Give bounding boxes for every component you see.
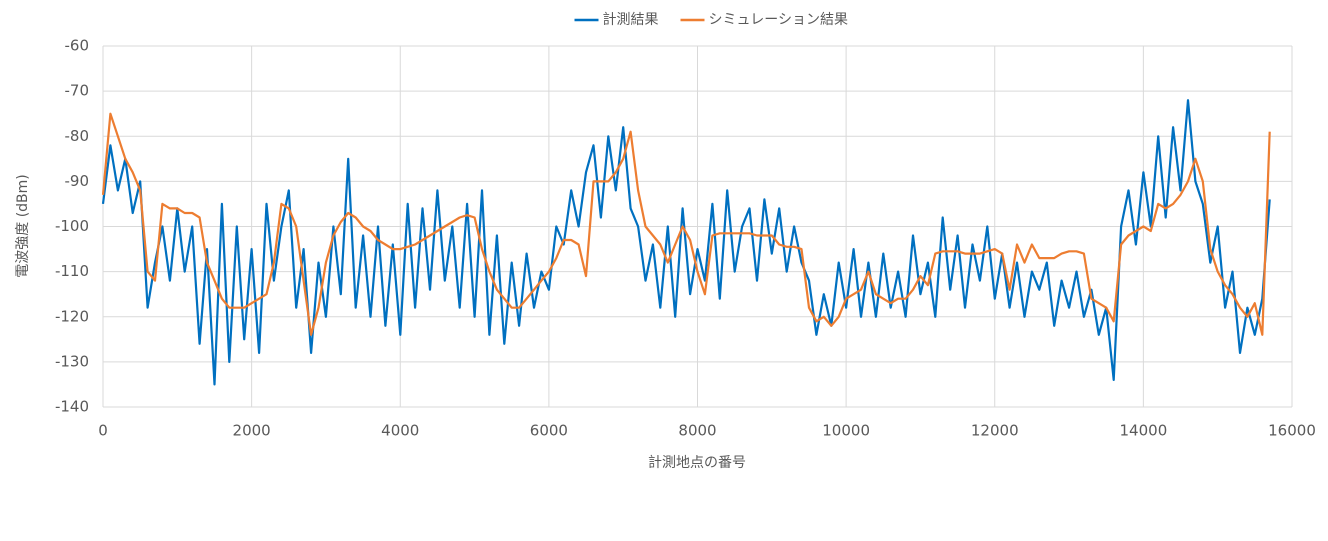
x-axis-title: 計測地点の番号 xyxy=(648,455,746,471)
x-tick-label: 8000 xyxy=(678,422,716,440)
y-tick-label: -130 xyxy=(55,352,89,370)
x-tick-label: 2000 xyxy=(233,422,271,440)
y-tick-label: -80 xyxy=(65,127,90,145)
x-tick-label: 14000 xyxy=(1120,422,1168,440)
y-tick-label: -120 xyxy=(55,307,89,325)
data-line xyxy=(101,99,1271,386)
legend-label: 計測結果 xyxy=(603,12,659,28)
x-tick-label: 12000 xyxy=(971,422,1019,440)
y-tick-label: -110 xyxy=(55,262,89,280)
y-tick-label: -70 xyxy=(65,82,90,100)
y-tick-label: -140 xyxy=(55,398,89,416)
x-tick-label: 0 xyxy=(98,422,108,440)
y-tick-label: -90 xyxy=(65,172,90,190)
x-tick-label: 16000 xyxy=(1268,422,1316,440)
y-axis-title: 電波強度 (dBm) xyxy=(15,174,31,278)
y-tick-label: -100 xyxy=(55,217,89,235)
x-tick-label: 4000 xyxy=(381,422,419,440)
legend-label: シミュレーション結果 xyxy=(709,12,848,28)
x-tick-label: 10000 xyxy=(822,422,870,440)
y-tick-label: -60 xyxy=(65,37,90,55)
data-line xyxy=(101,112,1271,336)
x-tick-label: 6000 xyxy=(530,422,568,440)
